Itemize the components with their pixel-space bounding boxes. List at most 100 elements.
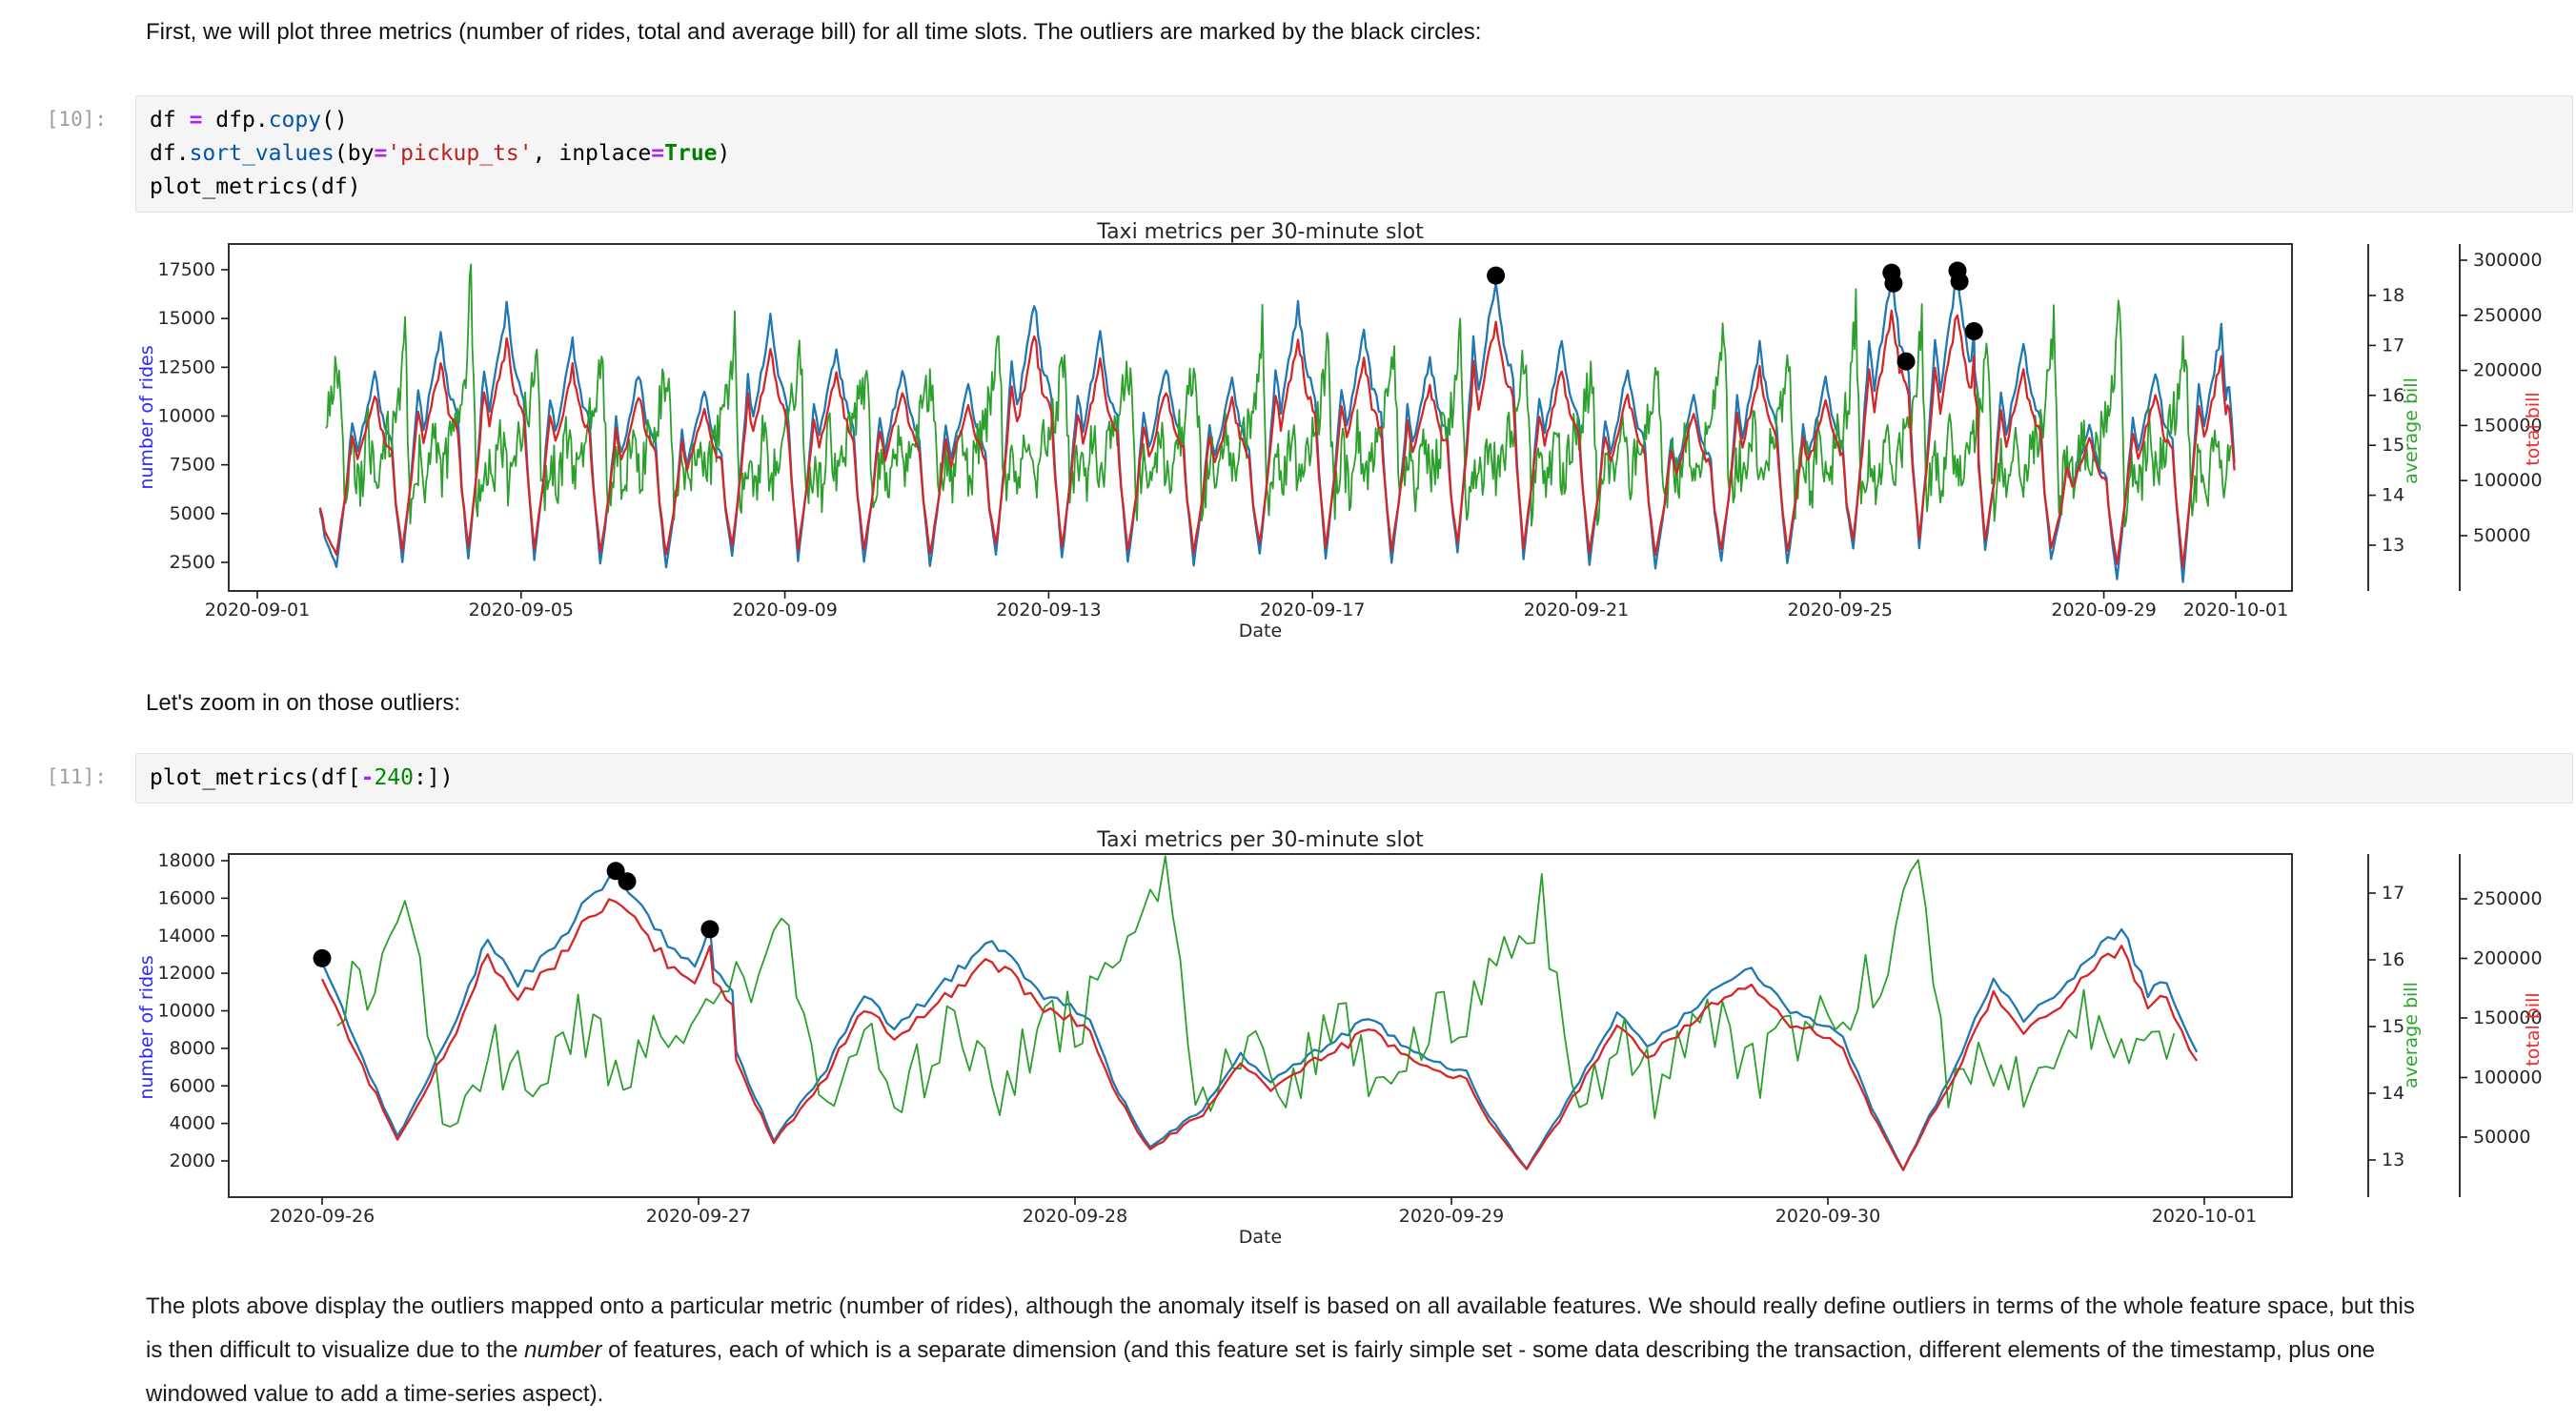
- outlier-dot: [1964, 322, 1983, 340]
- code-token: =: [189, 108, 203, 132]
- tick-label: 2020-09-29: [1399, 1206, 1504, 1227]
- chart-title: Taxi metrics per 30-minute slot: [1096, 220, 1424, 244]
- tick-label: 300000: [2473, 250, 2543, 271]
- code-token: 'pickup_ts': [387, 141, 533, 166]
- tick-label: 2020-09-17: [1260, 600, 1365, 620]
- tick-label: 14: [2382, 1083, 2404, 1104]
- code-token: plot_metrics: [150, 765, 309, 790]
- tick-label: 12500: [158, 356, 215, 377]
- outlier-dot: [700, 920, 720, 939]
- code-token: inplace: [558, 141, 652, 166]
- outlier-dot: [1950, 272, 1969, 291]
- code-token: (): [321, 108, 348, 132]
- code-token: df: [321, 765, 348, 790]
- code-token: ]): [426, 765, 454, 790]
- markdown-cell-3: The plots above display the outliers map…: [146, 1285, 2433, 1416]
- tick-label: 16000: [158, 887, 215, 908]
- tick-label: 17500: [158, 259, 215, 280]
- tick-label: 15: [2382, 435, 2404, 456]
- outlier-dot: [1897, 352, 1916, 371]
- outlier-dot: [313, 948, 332, 967]
- outlier-markers: [1487, 261, 1983, 371]
- tick-label: 2020-09-25: [1788, 600, 1893, 620]
- code-token: df: [321, 174, 348, 199]
- code-token: :: [414, 765, 427, 790]
- tick-label: 200000: [2473, 948, 2543, 969]
- cell-prompt-11: [11]:: [46, 765, 107, 788]
- tick-label: 15000: [158, 308, 215, 329]
- tick-label: 2020-09-05: [469, 600, 574, 620]
- markdown-cell-1: First, we will plot three metrics (numbe…: [146, 19, 1482, 45]
- code-line: df.sort_values(by='pickup_ts', inplace=T…: [150, 137, 2559, 171]
- y-axis-total-bill: 250000 200000 150000 100000 50000: [2459, 854, 2543, 1197]
- y-axis-label-total-bill: total bill: [2523, 992, 2544, 1066]
- outlier-dot: [1884, 274, 1903, 293]
- y-axis-rides: 18000 16000 14000 12000 10000 8000 6000 4000 200…: [158, 850, 229, 1171]
- y-axis-label-rides: number of rides: [136, 955, 157, 1099]
- tick-label: 50000: [2473, 1127, 2530, 1148]
- series-total-bill-line: [320, 898, 2199, 1171]
- tick-label: 16: [2382, 385, 2404, 406]
- y-axis-label-average-bill: average bill: [2401, 982, 2422, 1088]
- tick-label: 17: [2382, 883, 2404, 904]
- tick-label: 15: [2382, 1016, 2404, 1037]
- y-axis-label-total-bill: total bill: [2523, 392, 2544, 465]
- y-axis-label-rides: number of rides: [136, 345, 157, 489]
- code-line: df = dfp.copy(): [150, 104, 2559, 137]
- code-line: plot_metrics(df[-240:]): [150, 762, 2559, 795]
- figure-output-2: Taxi metrics per 30-minute slot 18000 1600…: [136, 828, 2544, 1248]
- tick-label: 250000: [2473, 888, 2543, 909]
- tick-label: 5000: [170, 503, 215, 524]
- tick-label: 50000: [2473, 525, 2530, 546]
- x-axis: 2020-09-26 2020-09-27 2020-09-28 2020-09-29…: [270, 1197, 2257, 1227]
- tick-label: 18: [2382, 285, 2404, 306]
- tick-label: 2020-09-30: [1775, 1206, 1880, 1227]
- code-token: 240: [374, 765, 414, 790]
- y-axis-label-average-bill: average bill: [2401, 377, 2422, 484]
- tick-label: 12000: [158, 963, 215, 984]
- code-token: copy: [268, 108, 322, 132]
- y-axis-average-bill: 18 17 16 15 14 13: [2367, 244, 2404, 591]
- tick-label: 100000: [2473, 470, 2543, 491]
- code-token: by: [347, 141, 375, 166]
- code-token: .: [254, 108, 269, 132]
- tick-label: 10000: [158, 406, 215, 427]
- tick-label: 2020-09-26: [270, 1206, 375, 1227]
- tick-label: 2020-09-09: [732, 600, 837, 620]
- tick-label: 250000: [2473, 305, 2543, 326]
- tick-label: 2020-09-29: [2051, 600, 2156, 620]
- chart-frame: [228, 243, 2293, 592]
- code-token: plot_metrics: [150, 174, 309, 199]
- code-token: (: [308, 765, 322, 790]
- tick-label: 2020-09-27: [646, 1206, 751, 1227]
- outlier-markers: [313, 862, 720, 967]
- code-cell-input-10[interactable]: df = dfp.copy() df.sort_values(by='pickup…: [135, 95, 2573, 213]
- tick-label: 10000: [158, 1001, 215, 1022]
- x-axis-label: Date: [1239, 1227, 1282, 1248]
- series-average-bill-line: [336, 855, 2176, 1128]
- code-token: (: [334, 141, 348, 166]
- y-axis-average-bill: 17 16 15 14 13: [2367, 854, 2404, 1197]
- tick-label: 2000: [170, 1150, 215, 1171]
- code-cell-input-11[interactable]: plot_metrics(df[-240:]): [135, 753, 2573, 804]
- tick-label: 14000: [158, 926, 215, 946]
- code-token: ): [347, 174, 361, 199]
- paragraph-text: of features, each of which is a separate…: [146, 1337, 2376, 1407]
- figure-output-1: Taxi metrics per 30-minute slot 17500 1500…: [136, 220, 2544, 641]
- code-token: sort_values: [189, 141, 335, 166]
- tick-label: 14: [2382, 485, 2404, 506]
- tick-label: 2020-09-28: [1023, 1206, 1127, 1227]
- y-axis-total-bill: 300000 250000 200000 150000 100000 50000: [2459, 244, 2543, 591]
- tick-label: 16: [2382, 949, 2404, 970]
- code-token: .: [175, 141, 190, 166]
- code-token: ,: [532, 141, 559, 166]
- series-total-bill-line: [318, 309, 2236, 569]
- tick-label: 18000: [158, 850, 215, 871]
- outlier-dot: [618, 872, 637, 891]
- code-token: True: [664, 141, 718, 166]
- tick-label: 2020-10-01: [2152, 1206, 2257, 1227]
- code-token: =: [374, 141, 388, 166]
- code-token: -: [360, 765, 375, 790]
- tick-label: 2020-09-13: [996, 600, 1101, 620]
